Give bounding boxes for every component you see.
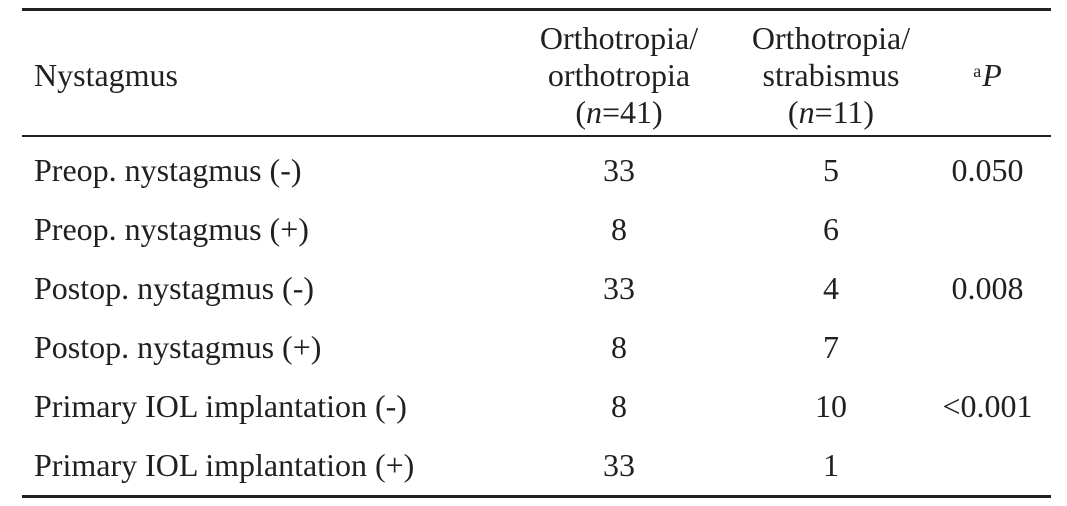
p-value: 0.008 xyxy=(951,269,1024,306)
n-value: =41 xyxy=(601,93,653,130)
row-label: Preop. nystagmus (-) xyxy=(34,151,302,188)
header-p-value: aP xyxy=(924,10,1051,136)
header-line-1: Orthotropia/ xyxy=(751,19,911,56)
strabismus-count: 6 xyxy=(823,210,839,247)
table-header: Nystagmus Orthotropia/ orthotropia (n=41… xyxy=(22,9,1051,136)
strabismus-count: 1 xyxy=(823,446,839,483)
strabismus-count: 10 xyxy=(815,387,847,424)
orthotropia-count: 8 xyxy=(611,210,627,247)
header-line-2: orthotropia xyxy=(547,56,691,93)
table-row: Postop. nystagmus (+) 8 7 xyxy=(22,318,1051,377)
header-orthotropia-orthotropia: Orthotropia/ orthotropia (n=41) xyxy=(500,10,738,136)
header-orthotropia-strabismus: Orthotropia/ strabismus (n=11) xyxy=(738,10,924,136)
p-value xyxy=(924,318,1051,377)
table-row: Postop. nystagmus (-) 33 4 0.008 xyxy=(22,259,1051,318)
orthotropia-count: 33 xyxy=(603,151,635,188)
table-body: Preop. nystagmus (-) 33 5 0.050 Preop. n… xyxy=(22,136,1051,497)
header-row: Nystagmus Orthotropia/ orthotropia (n=41… xyxy=(22,9,1051,136)
header-nystagmus: Nystagmus xyxy=(34,56,178,93)
table-row: Primary IOL implantation (+) 33 1 xyxy=(22,436,1051,497)
orthotropia-count: 33 xyxy=(603,446,635,483)
p-value xyxy=(924,200,1051,259)
strabismus-count: 7 xyxy=(823,328,839,365)
n-value: =11 xyxy=(814,93,864,130)
row-label: Primary IOL implantation (+) xyxy=(34,446,415,483)
orthotropia-count: 33 xyxy=(603,269,635,306)
row-label: Postop. nystagmus (+) xyxy=(34,328,322,365)
strabismus-count: 4 xyxy=(823,269,839,306)
results-table-container: Nystagmus Orthotropia/ orthotropia (n=41… xyxy=(22,8,1051,498)
orthotropia-count: 8 xyxy=(611,328,627,365)
nystagmus-table: Nystagmus Orthotropia/ orthotropia (n=41… xyxy=(22,8,1051,498)
p-label: P xyxy=(982,56,1002,93)
n-variable: n xyxy=(585,93,602,130)
table-row: Primary IOL implantation (-) 8 10 <0.001 xyxy=(22,377,1051,436)
table-row: Preop. nystagmus (-) 33 5 0.050 xyxy=(22,136,1051,200)
p-value: 0.050 xyxy=(951,151,1024,188)
header-sample-size: (n=11) xyxy=(787,93,875,130)
header-line-1: Orthotropia/ xyxy=(539,19,699,56)
strabismus-count: 5 xyxy=(823,151,839,188)
n-variable: n xyxy=(798,93,815,130)
row-label: Postop. nystagmus (-) xyxy=(34,269,314,306)
orthotropia-count: 8 xyxy=(611,387,627,424)
footnote-marker: a xyxy=(973,60,982,81)
p-value: <0.001 xyxy=(942,387,1033,424)
header-sample-size: (n=41) xyxy=(575,93,663,130)
p-value xyxy=(924,436,1051,497)
row-label: Primary IOL implantation (-) xyxy=(34,387,407,424)
row-label: Preop. nystagmus (+) xyxy=(34,210,309,247)
header-line-2: strabismus xyxy=(762,56,900,93)
table-row: Preop. nystagmus (+) 8 6 xyxy=(22,200,1051,259)
